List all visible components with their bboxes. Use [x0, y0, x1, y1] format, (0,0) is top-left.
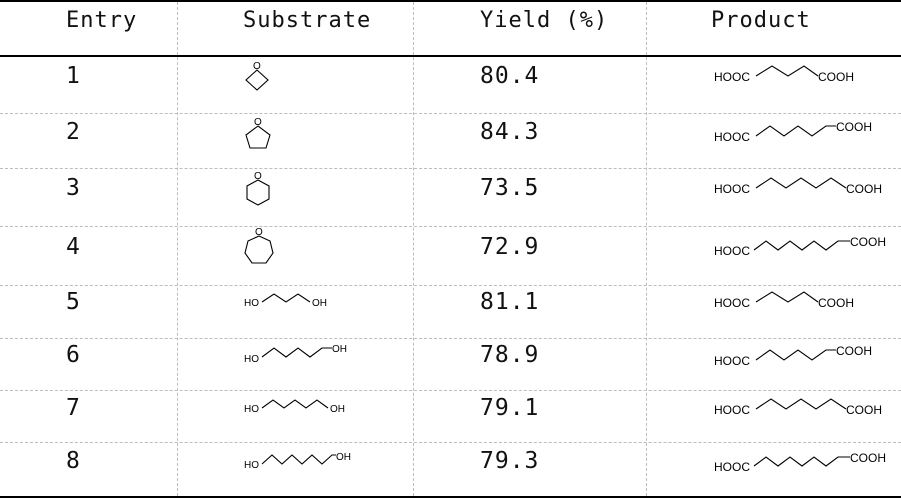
- svg-text:OH: OH: [332, 344, 347, 355]
- svg-text:OH: OH: [312, 298, 327, 309]
- yield-cell: 80.4: [480, 63, 540, 89]
- product-structure-adipic-acid: HOOC COOH: [714, 120, 872, 144]
- substrate-structure-pentanediol: HO OH: [244, 399, 345, 415]
- row-divider: [0, 226, 901, 227]
- entry-cell: 7: [66, 395, 80, 421]
- header-substrate: Substrate: [243, 8, 372, 33]
- svg-text:HOOC: HOOC: [714, 244, 750, 258]
- product-structure-pimelic-acid: HOOC COOH: [714, 398, 882, 417]
- yield-cell: 73.5: [480, 175, 540, 201]
- top-rule: [0, 0, 901, 2]
- svg-text:COOH: COOH: [818, 296, 854, 310]
- row-divider: [0, 338, 901, 339]
- row-divider: [0, 390, 901, 391]
- substrate-structure-oxetane: O: [245, 61, 269, 91]
- header-rule: [0, 55, 901, 57]
- svg-text:HO: HO: [244, 298, 259, 309]
- substrate-structure-tetrahydropyran: O: [246, 171, 270, 206]
- substrate-structure-propanediol: HO OH: [244, 293, 327, 309]
- row-divider: [0, 285, 901, 286]
- svg-text:HOOC: HOOC: [714, 70, 750, 84]
- product-structure-suberic-acid: HOOC COOH: [714, 451, 886, 474]
- header-yield: Yield (%): [480, 8, 609, 33]
- header-product: Product: [711, 8, 811, 33]
- entry-cell: 5: [66, 289, 80, 315]
- svg-text:HOOC: HOOC: [714, 354, 750, 368]
- svg-text:HO: HO: [244, 404, 259, 415]
- yield-cell: 84.3: [480, 119, 540, 145]
- svg-text:OH: OH: [330, 404, 345, 415]
- svg-text:COOH: COOH: [818, 70, 854, 84]
- svg-text:HOOC: HOOC: [714, 182, 750, 196]
- svg-text:O: O: [253, 61, 261, 72]
- substrate-structure-butanediol: HO OH: [244, 344, 347, 365]
- yield-cell: 79.1: [480, 395, 540, 421]
- svg-text:HO: HO: [244, 460, 259, 471]
- entry-cell: 6: [66, 342, 80, 368]
- column-divider: [646, 2, 647, 496]
- svg-text:HOOC: HOOC: [714, 130, 750, 144]
- svg-text:O: O: [254, 171, 262, 182]
- svg-text:O: O: [255, 227, 263, 238]
- svg-text:COOH: COOH: [846, 403, 882, 417]
- yield-cell: 72.9: [480, 234, 540, 260]
- entry-cell: 2: [66, 119, 80, 145]
- svg-text:COOH: COOH: [836, 344, 872, 358]
- product-structure-glutaric-acid: HOOC COOH: [714, 291, 854, 310]
- svg-text:O: O: [254, 117, 262, 128]
- substrate-structure-oxepane: O: [244, 227, 274, 264]
- entry-cell: 4: [66, 234, 80, 260]
- row-divider: [0, 113, 901, 114]
- svg-text:HOOC: HOOC: [714, 460, 750, 474]
- row-divider: [0, 442, 901, 443]
- header-entry: Entry: [66, 8, 138, 33]
- row-divider: [0, 168, 901, 169]
- product-structure-suberic-acid: HOOC COOH: [714, 235, 886, 258]
- svg-text:OH: OH: [336, 452, 351, 463]
- column-divider: [413, 2, 414, 496]
- yield-cell: 79.3: [480, 448, 540, 474]
- entry-cell: 8: [66, 448, 80, 474]
- entry-cell: 1: [66, 63, 80, 89]
- column-divider: [177, 2, 178, 496]
- yield-cell: 78.9: [480, 342, 540, 368]
- substrate-structure-tetrahydrofuran: O: [245, 117, 271, 149]
- product-structure-adipic-acid: HOOC COOH: [714, 344, 872, 368]
- svg-text:COOH: COOH: [846, 182, 882, 196]
- entry-cell: 3: [66, 175, 80, 201]
- yield-cell: 81.1: [480, 289, 540, 315]
- bottom-rule: [0, 496, 901, 498]
- svg-text:COOH: COOH: [850, 235, 886, 249]
- product-structure-glutaric-acid: HOOC COOH: [714, 65, 854, 84]
- substrate-structure-hexanediol: HO OH: [244, 452, 351, 471]
- svg-text:HOOC: HOOC: [714, 403, 750, 417]
- svg-text:HO: HO: [244, 354, 259, 365]
- svg-text:COOH: COOH: [850, 451, 886, 465]
- svg-text:COOH: COOH: [836, 120, 872, 134]
- product-structure-pimelic-acid: HOOC COOH: [714, 177, 882, 196]
- svg-text:HOOC: HOOC: [714, 296, 750, 310]
